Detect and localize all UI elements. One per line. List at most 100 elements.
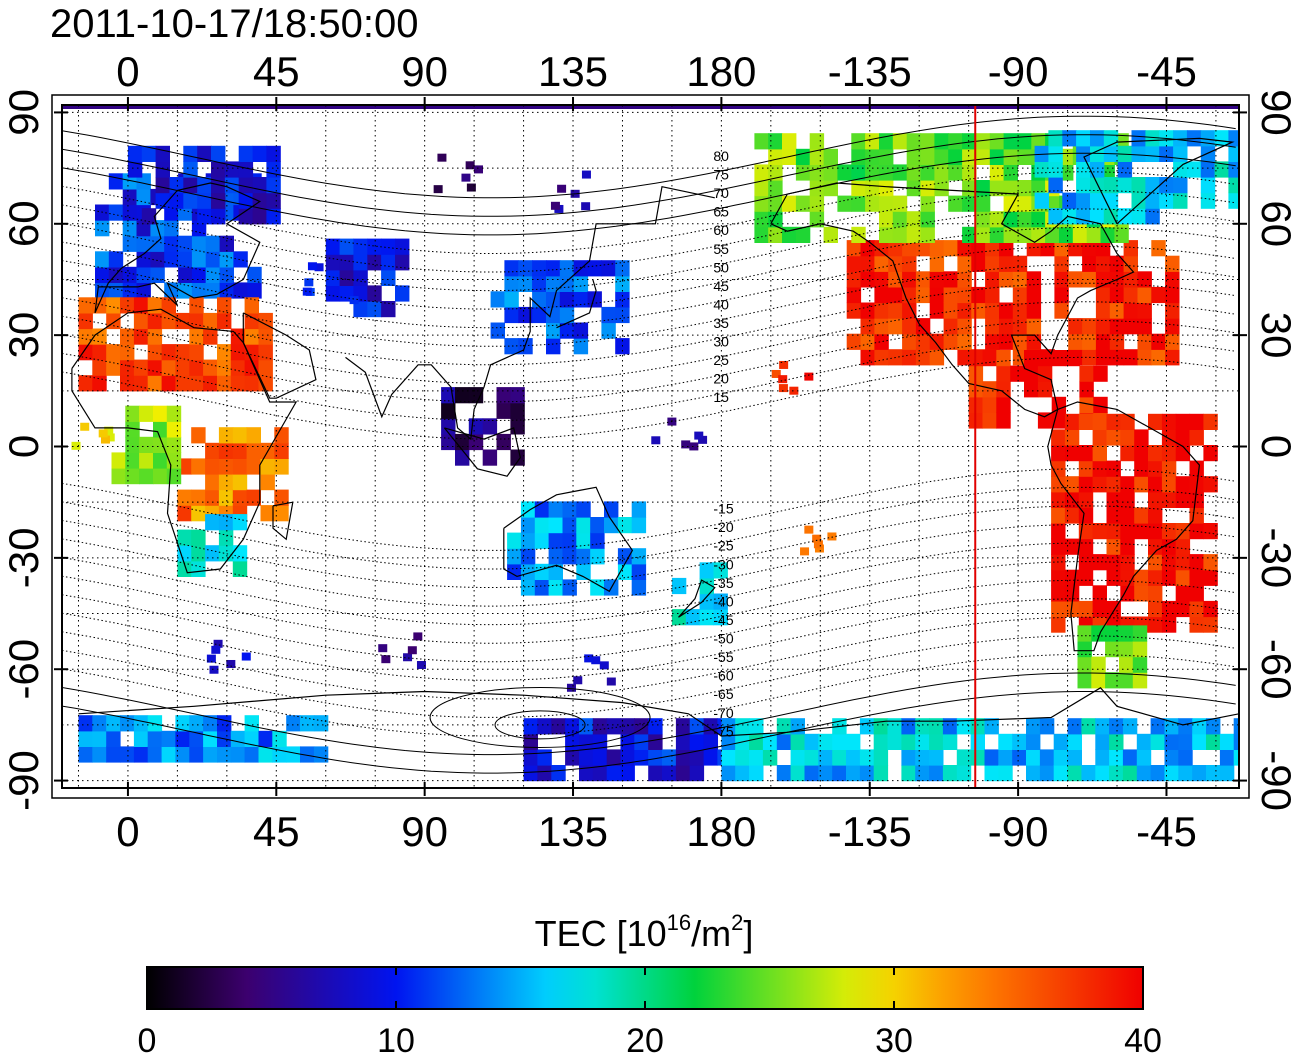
tec-cell <box>1077 641 1092 658</box>
tec-cell <box>573 322 589 339</box>
tec-cell <box>713 593 728 610</box>
tec-cell <box>962 195 977 212</box>
tec-cell <box>153 468 168 485</box>
tec-cell <box>1150 765 1165 782</box>
tec-cell <box>233 251 248 268</box>
tec-cell <box>1109 333 1125 350</box>
tec-cell <box>1076 161 1091 178</box>
coastline <box>503 486 634 593</box>
tec-cell <box>1120 538 1135 555</box>
tec-cell <box>325 269 341 286</box>
tec-cell <box>211 192 226 209</box>
tec-cell <box>206 654 216 663</box>
tec-cell <box>1120 507 1135 524</box>
tec-cell <box>957 240 972 257</box>
tec-cell <box>879 180 894 197</box>
tec-cell <box>203 328 218 345</box>
tec-cell <box>1189 460 1204 477</box>
tec-cell <box>1092 429 1107 446</box>
tec-cell <box>120 359 135 376</box>
tec-cell <box>191 266 207 283</box>
tec-cell <box>1026 318 1042 335</box>
tec-cell <box>537 765 552 782</box>
tec-cell <box>1136 749 1152 766</box>
tec-cell <box>804 749 819 766</box>
tec-cell <box>615 291 630 308</box>
tec-cell <box>136 251 151 268</box>
coastline <box>71 308 298 574</box>
tec-cell <box>929 271 945 288</box>
tec-cell <box>1233 749 1239 766</box>
contour-label: -15 <box>713 501 733 517</box>
tec-cell <box>1214 130 1229 147</box>
tec-cell <box>768 164 783 181</box>
tec-cell <box>147 715 163 732</box>
x-axis-top-labels: 0 45 90 135 180 -135 -90 -45 <box>116 48 1197 95</box>
x-tick-label: -135 <box>828 48 912 95</box>
coastline <box>443 427 521 477</box>
tec-cell <box>1059 226 1074 243</box>
tec-cell <box>1134 569 1149 586</box>
tec-cell <box>1206 765 1221 782</box>
tec-cell <box>197 177 212 194</box>
tec-cell <box>546 306 561 324</box>
tec-cell <box>1109 733 1124 750</box>
tec-cell <box>534 532 550 549</box>
tec-cell <box>1175 476 1191 493</box>
y-axis-right-labels: 90 60 30 0 -30 -60 -90 <box>1253 89 1292 811</box>
x-tick-label: 0 <box>116 48 139 95</box>
tec-cell <box>721 749 736 766</box>
tec-cell <box>559 291 575 308</box>
tec-cell <box>579 718 594 735</box>
tec-cell <box>189 344 204 361</box>
tec-cell <box>1164 733 1179 750</box>
tec-cell <box>1120 445 1135 462</box>
contour-loop <box>494 710 586 740</box>
tec-cell <box>749 749 764 766</box>
tec-cell <box>1189 616 1204 633</box>
tec-cell <box>1078 491 1094 508</box>
tec-cell <box>634 718 649 735</box>
tec-cell <box>634 749 649 766</box>
tec-cell <box>1148 491 1163 508</box>
tec-cell <box>504 260 519 277</box>
contour-label: 80 <box>713 148 729 164</box>
tec-cell <box>859 749 875 766</box>
tec-cell <box>1095 733 1110 750</box>
tec-cell <box>1003 164 1018 181</box>
x-tick-label: 135 <box>538 48 608 95</box>
tec-cell <box>1109 349 1125 366</box>
tec-cell <box>754 180 769 197</box>
coastline <box>78 687 1239 737</box>
tec-cell <box>915 333 931 350</box>
tec-cell <box>189 297 204 314</box>
tec-cell <box>892 226 908 243</box>
tec-cell <box>1189 554 1204 571</box>
tec-cell <box>562 579 577 596</box>
tec-cell <box>1189 413 1204 430</box>
tec-cell <box>1051 507 1066 524</box>
tec-cell <box>504 291 519 308</box>
tec-cell <box>147 312 163 330</box>
tec-cell <box>943 271 958 288</box>
tec-cell <box>218 514 234 531</box>
tec-cell <box>1067 749 1082 766</box>
tec-cell <box>778 375 788 384</box>
tec-cell <box>111 468 126 485</box>
tec-cell <box>217 715 232 732</box>
tec-cell <box>147 344 163 361</box>
tec-cell <box>1233 733 1239 750</box>
tec-cell <box>106 359 121 376</box>
tec-cell <box>901 718 916 735</box>
tec-cell <box>203 730 218 747</box>
tec-cell <box>381 655 391 664</box>
tec-cell <box>989 211 1005 228</box>
tec-cell <box>906 133 922 150</box>
tec-cell <box>874 333 889 350</box>
tec-cell <box>286 746 301 763</box>
tec-cell <box>749 733 764 750</box>
tec-cell <box>1200 161 1216 178</box>
tec-cell <box>749 718 764 735</box>
tec-cell <box>224 161 240 178</box>
